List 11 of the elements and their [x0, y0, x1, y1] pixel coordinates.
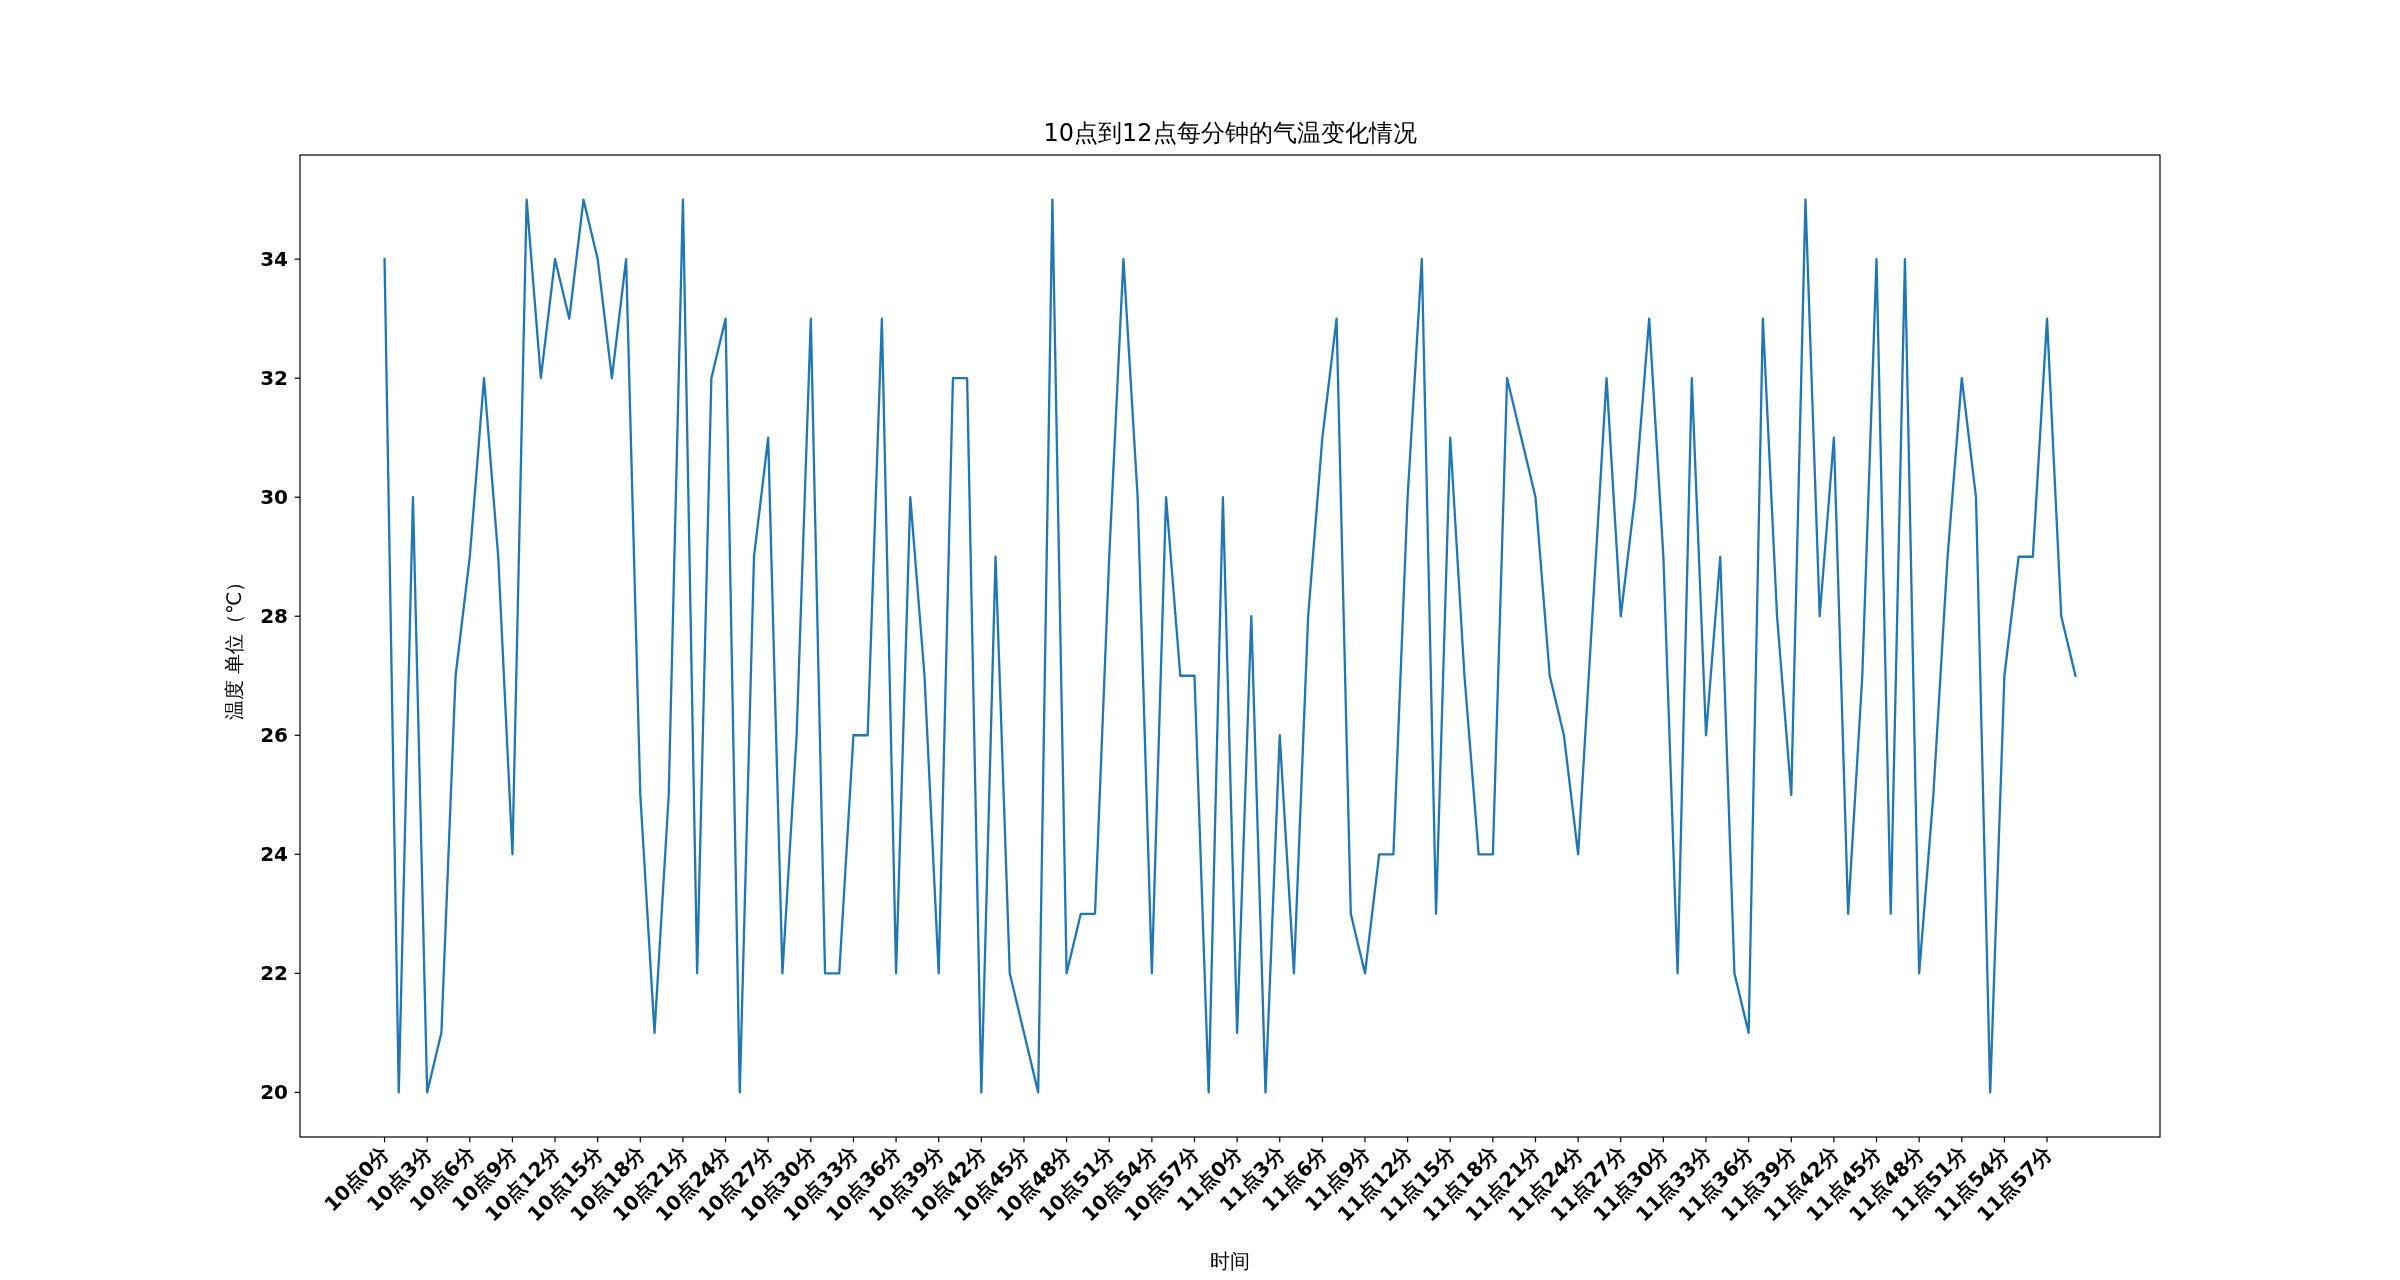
- y-axis-title: 温度 单位（℃）: [222, 571, 246, 721]
- y-tick-label: 28: [260, 604, 288, 629]
- y-tick-label: 20: [260, 1080, 288, 1105]
- y-tick-label: 26: [260, 723, 288, 748]
- y-tick-label: 24: [260, 842, 288, 867]
- y-tick-label: 22: [260, 961, 288, 986]
- x-axis-title: 时间: [1210, 1249, 1250, 1273]
- chart-title: 10点到12点每分钟的气温变化情况: [1043, 119, 1417, 147]
- y-tick-label: 32: [260, 366, 288, 391]
- y-tick-label: 34: [260, 247, 288, 272]
- y-tick-label: 30: [260, 485, 288, 510]
